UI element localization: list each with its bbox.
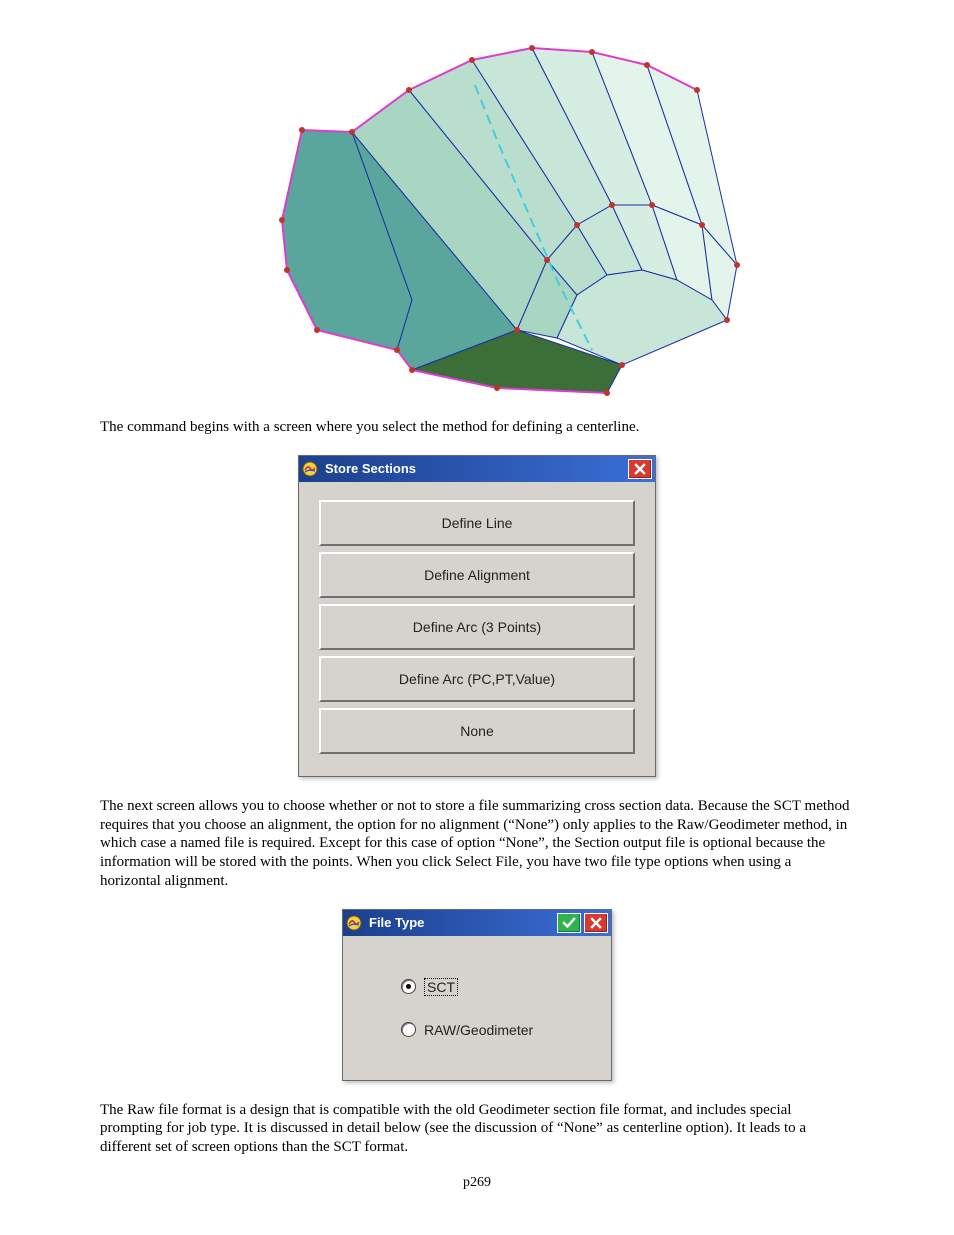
radio-raw[interactable]: RAW/Geodimeter — [401, 1022, 581, 1038]
button-label: Define Arc (PC,PT,Value) — [399, 671, 555, 687]
radio-icon — [401, 1022, 416, 1037]
store-sections-body: Define Line Define Alignment Define Arc … — [299, 482, 655, 776]
file-type-dialog: File Type SCT RAW/Geodimeter — [342, 909, 612, 1081]
store-sections-title: Store Sections — [325, 461, 625, 476]
radio-label: SCT — [424, 978, 458, 996]
button-label: Define Line — [442, 515, 513, 531]
app-icon — [345, 914, 363, 932]
store-sections-dialog: Store Sections Define Line Define Alignm… — [298, 455, 656, 777]
file-type-titlebar: File Type — [343, 910, 611, 936]
close-button[interactable] — [584, 913, 608, 933]
button-label: Define Alignment — [424, 567, 530, 583]
radio-dot-icon — [406, 984, 411, 989]
file-type-body: SCT RAW/Geodimeter — [343, 936, 611, 1080]
paragraph-2: The next screen allows you to choose whe… — [100, 797, 854, 891]
radio-sct[interactable]: SCT — [401, 978, 581, 996]
store-sections-titlebar: Store Sections — [299, 456, 655, 482]
close-button[interactable] — [628, 459, 652, 479]
button-label: Define Arc (3 Points) — [413, 619, 541, 635]
terrain-mesh-figure — [197, 30, 757, 400]
paragraph-1: The command begins with a screen where y… — [100, 418, 854, 437]
radio-label: RAW/Geodimeter — [424, 1022, 533, 1038]
page-number: p269 — [100, 1175, 854, 1191]
define-alignment-button[interactable]: Define Alignment — [319, 552, 635, 598]
document-page: The command begins with a screen where y… — [0, 0, 954, 1221]
none-button[interactable]: None — [319, 708, 635, 754]
app-icon — [301, 460, 319, 478]
file-type-title: File Type — [369, 915, 554, 930]
radio-icon — [401, 979, 416, 994]
define-arc-3points-button[interactable]: Define Arc (3 Points) — [319, 604, 635, 650]
button-label: None — [460, 723, 493, 739]
paragraph-3: The Raw file format is a design that is … — [100, 1101, 854, 1157]
define-line-button[interactable]: Define Line — [319, 500, 635, 546]
define-arc-pcptvalue-button[interactable]: Define Arc (PC,PT,Value) — [319, 656, 635, 702]
ok-button[interactable] — [557, 913, 581, 933]
